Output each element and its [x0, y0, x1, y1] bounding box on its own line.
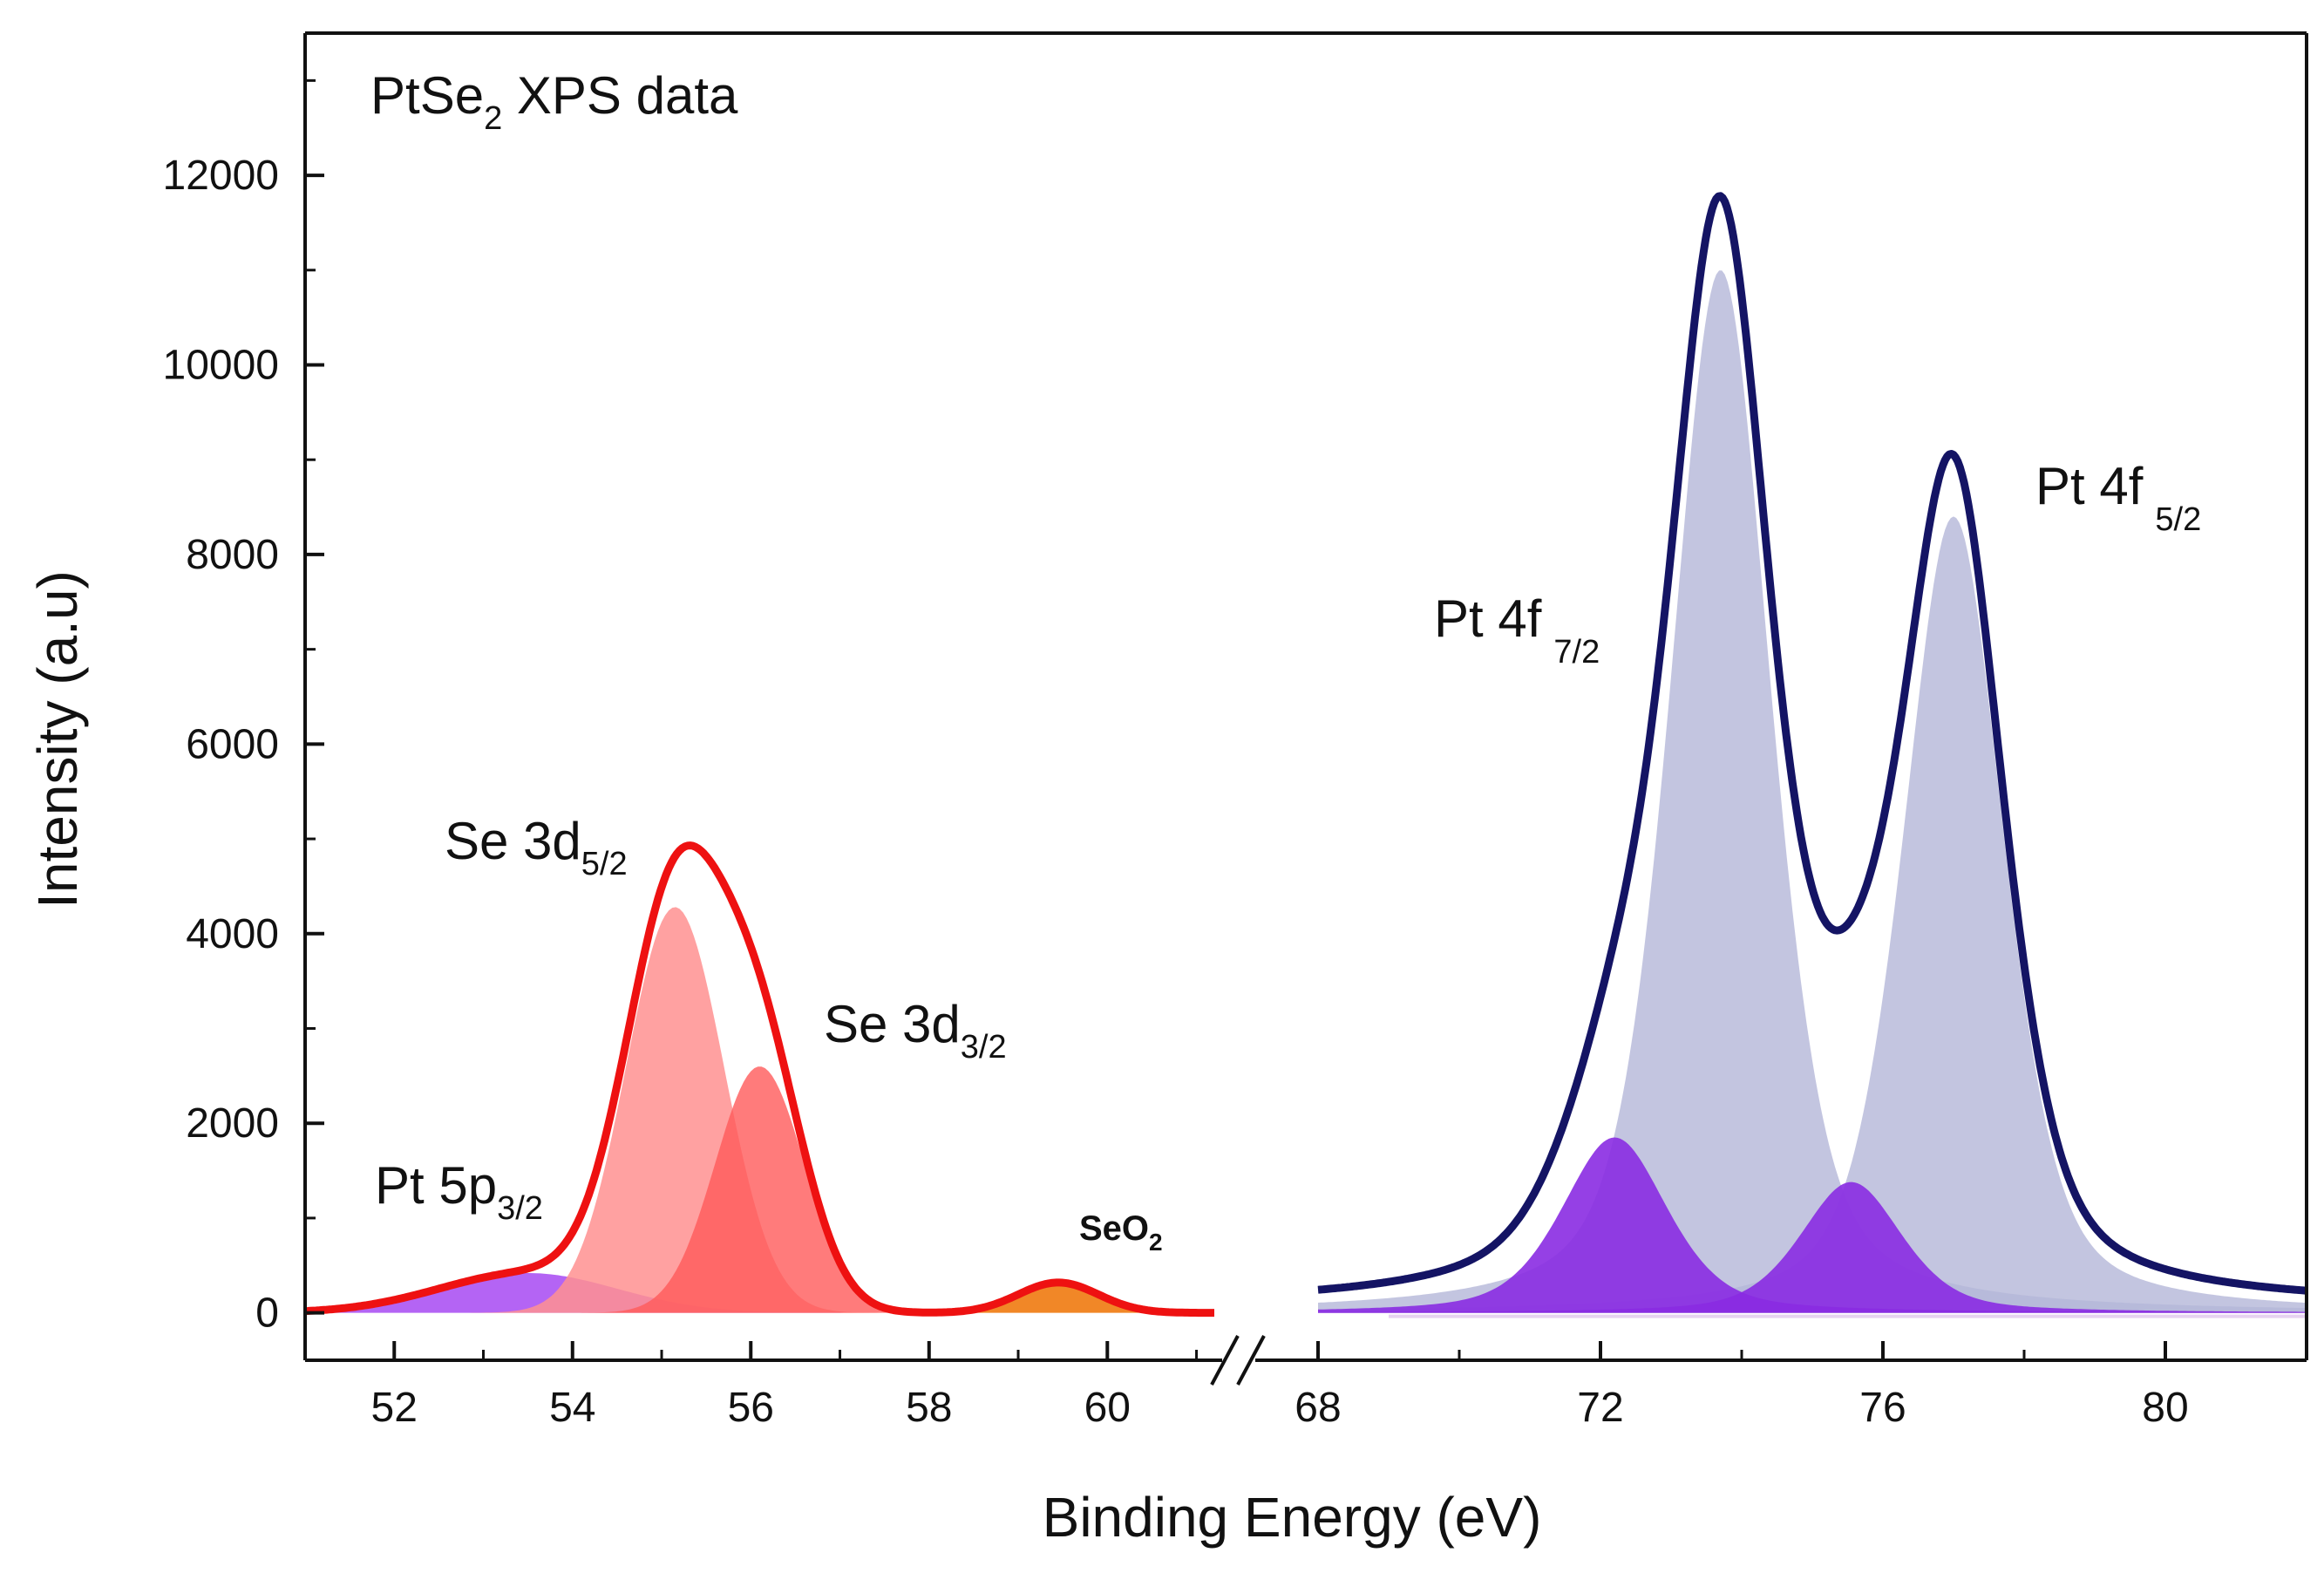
- envelope-se-3d-envelope: [303, 841, 1216, 1318]
- y-tick-label-12000: 12000: [163, 153, 279, 199]
- axis-break-mark-2: [1236, 1335, 1266, 1386]
- component-pt-5p3-2: [305, 1273, 1214, 1313]
- x-tick-label-54: 54: [549, 1385, 595, 1431]
- fit-components-layer: [305, 270, 2307, 1318]
- y-tick-label-0: 0: [255, 1290, 279, 1337]
- component-pt-4f5-2-oxide: [1318, 1181, 2307, 1313]
- x-tick-label-60: 60: [1084, 1385, 1131, 1431]
- y-tick-label-2000: 2000: [186, 1100, 279, 1147]
- y-axis-title: Intensity (a.u): [26, 570, 89, 909]
- component-seo2: [305, 1282, 1214, 1313]
- annotation-pt-4f52: Pt 4f5/2: [2035, 457, 2201, 538]
- y-tick-label-8000: 8000: [186, 532, 279, 578]
- component-pt-4f7-2: [1318, 270, 2307, 1313]
- ticks-layer: 0 2000 4000 6000 8000 10000 12000 52 54 56 58 60 68 7…: [163, 78, 2308, 1431]
- annotation-se-3d32: Se 3d3/2: [824, 995, 1007, 1066]
- x-tick-label-52: 52: [371, 1385, 418, 1431]
- chart-title: PtSe2 XPS data: [370, 66, 738, 137]
- envelope-pt-4f-envelope: [1315, 192, 2307, 1295]
- annotation-pt-5p: Pt 5p3/2: [375, 1156, 543, 1227]
- axis-break-mark-1: [1210, 1335, 1240, 1386]
- axes-layer: [303, 31, 2308, 1386]
- annotation-pt-4f72: Pt 4f7/2: [1434, 589, 1600, 671]
- x-axis-title: Binding Energy (eV): [1043, 1486, 1542, 1549]
- x-tick-label-56: 56: [728, 1385, 774, 1431]
- x-tick-label-68: 68: [1295, 1385, 1341, 1431]
- envelope-curves-layer: [303, 192, 2307, 1318]
- x-tick-label-72: 72: [1577, 1385, 1623, 1431]
- y-tick-label-6000: 6000: [186, 721, 279, 767]
- x-tick-label-58: 58: [906, 1385, 952, 1431]
- component-pt-4f7-2-oxide: [1318, 1137, 2307, 1313]
- x-tick-label-76: 76: [1859, 1385, 1906, 1431]
- x-tick-label-80: 80: [2142, 1385, 2188, 1431]
- annotation-seo2: SeO2: [1079, 1209, 1163, 1256]
- y-tick-label-4000: 4000: [186, 911, 279, 957]
- annotations-layer: Pt 5p3/2 Se 3d5/2 Se 3d3/2 SeO2 Pt 4f7/2…: [375, 457, 2201, 1256]
- y-tick-label-10000: 10000: [163, 343, 279, 389]
- component-se-3d3-2: [305, 1066, 1214, 1313]
- annotation-se-3d52: Se 3d5/2: [445, 812, 628, 882]
